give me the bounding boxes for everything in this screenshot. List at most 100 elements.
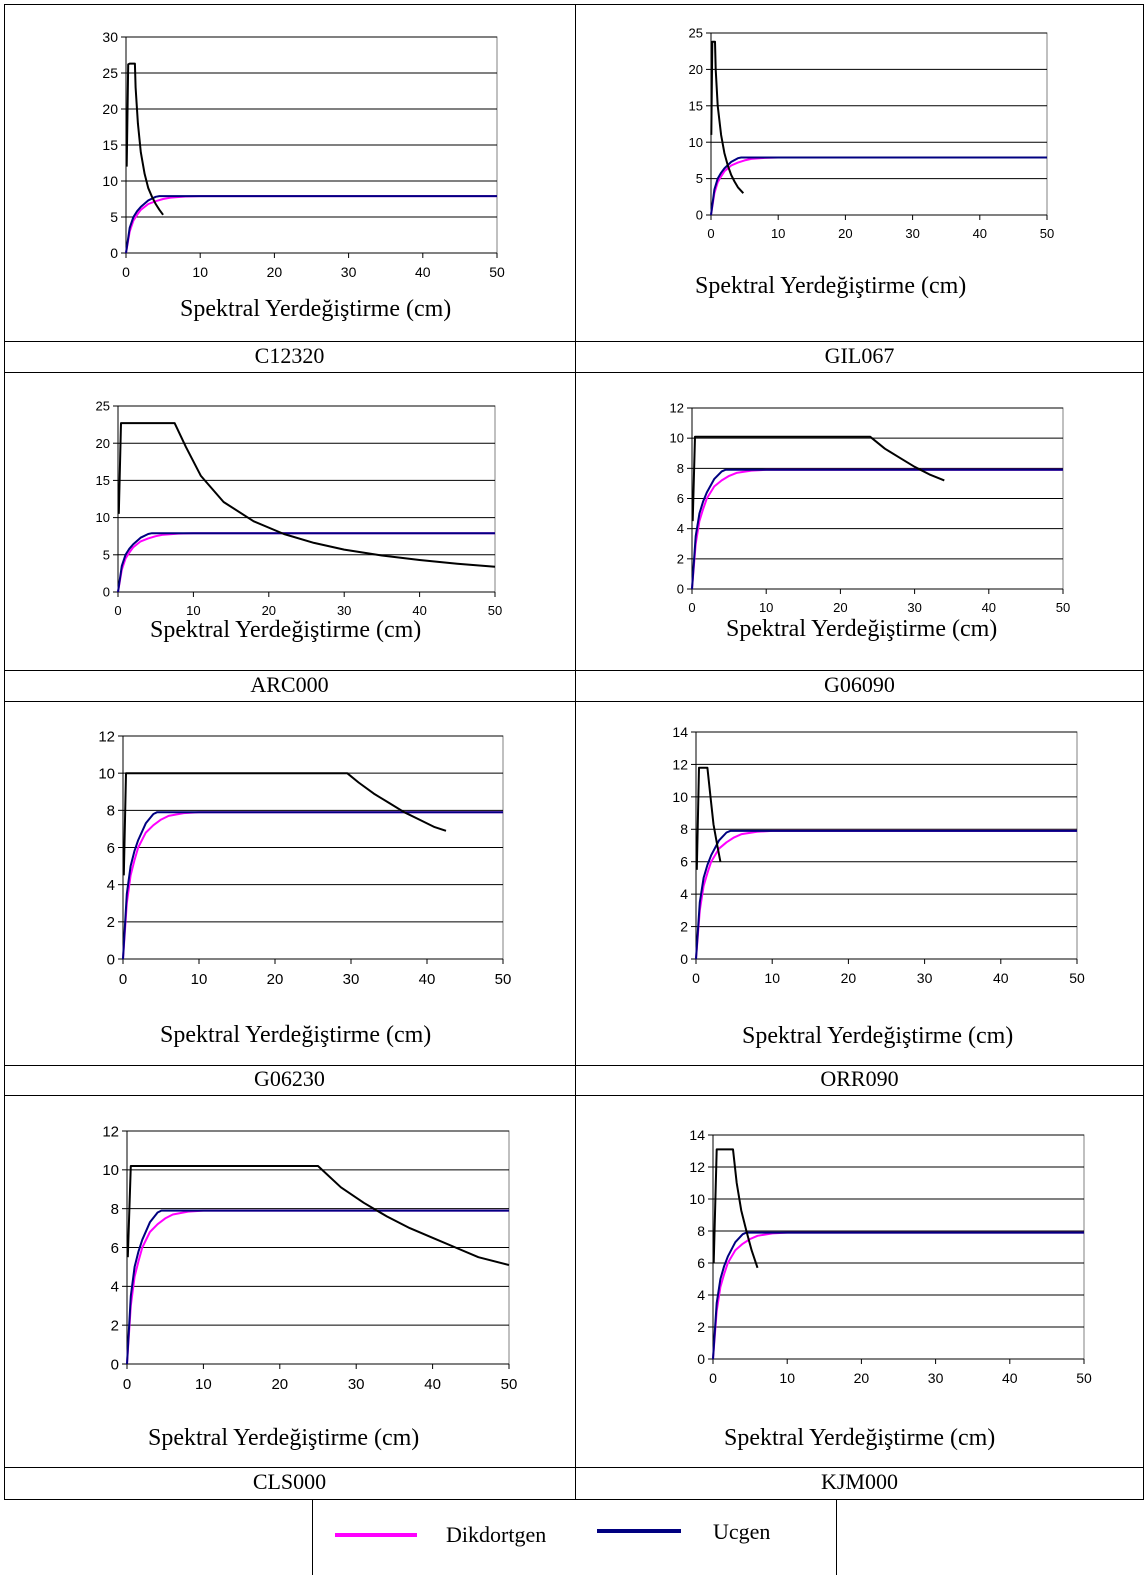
x-tick-label: 50 <box>1040 226 1054 241</box>
legend-swatch-dikdortgen <box>335 1533 417 1537</box>
series-line-ucgen <box>695 829 1077 960</box>
x-tick-label: 30 <box>337 603 351 618</box>
demand-curve-line <box>695 766 722 870</box>
x-axis-label: Spektral Yerdeğiştirme (cm) <box>724 1425 996 1451</box>
series-line-ucgen <box>122 811 503 960</box>
y-tick-label: 10 <box>102 173 118 189</box>
y-tick-label: 15 <box>96 473 110 488</box>
y-tick-label: 25 <box>689 26 703 41</box>
x-tick-label: 50 <box>1069 970 1085 986</box>
x-tick-label: 10 <box>192 264 208 280</box>
y-tick-label: 2 <box>677 551 684 566</box>
x-tick-label: 40 <box>424 1376 441 1393</box>
y-tick-label: 0 <box>696 208 703 223</box>
y-tick-label: 2 <box>111 1317 119 1334</box>
x-tick-label: 10 <box>779 1370 795 1386</box>
plot-area <box>712 1134 1085 1360</box>
y-tick-label: 4 <box>697 1287 705 1303</box>
y-tick-label: 2 <box>107 914 115 931</box>
x-tick-label: 20 <box>267 264 283 280</box>
x-tick-label: 50 <box>501 1376 518 1393</box>
y-tick-label: 12 <box>672 756 688 772</box>
row-divider <box>4 1065 1144 1066</box>
row-divider <box>4 670 1144 671</box>
y-tick-label: 6 <box>680 854 688 870</box>
y-tick-label: 0 <box>697 1351 705 1367</box>
x-tick-label: 40 <box>973 226 987 241</box>
y-tick-label: 0 <box>107 951 115 968</box>
series-line-ucgen <box>712 1231 1084 1360</box>
y-tick-label: 6 <box>697 1255 705 1271</box>
y-tick-label: 15 <box>689 98 703 113</box>
x-tick-label: 40 <box>419 971 436 988</box>
chart-svg: 0 2 4 6 8 10 12 0 10 20 30 40 50 <box>98 728 512 988</box>
y-tick-label: 20 <box>96 436 110 451</box>
y-tick-label: 20 <box>689 62 703 77</box>
y-tick-label: 8 <box>677 461 684 476</box>
y-tick-label: 4 <box>680 886 688 902</box>
x-tick-label: 50 <box>1056 600 1070 615</box>
x-tick-label: 20 <box>271 1376 288 1393</box>
y-tick-label: 10 <box>670 431 684 446</box>
y-tick-label: 8 <box>111 1201 119 1218</box>
x-tick-label: 20 <box>833 600 847 615</box>
table-border-middle <box>575 4 576 1500</box>
demand-curve-line <box>122 772 447 876</box>
series-line-dikdortgen <box>712 1231 1084 1360</box>
series-line-ucgen <box>125 195 497 254</box>
chart-caption: CLS000 <box>252 1469 327 1494</box>
x-axis-label: Spektral Yerdeğiştirme (cm) <box>726 616 998 642</box>
chart-svg: 0 2 4 6 8 10 12 0 10 20 30 40 50 <box>670 401 1071 615</box>
x-tick-label: 40 <box>982 600 996 615</box>
x-tick-label: 50 <box>495 971 512 988</box>
x-tick-label: 10 <box>191 971 208 988</box>
chart-caption: ORR090 <box>820 1066 899 1091</box>
legend-label-dikdortgen: Dikdortgen <box>446 1522 547 1547</box>
x-axis-label: Spektral Yerdeğiştirme (cm) <box>742 1023 1014 1049</box>
x-tick-label: 0 <box>707 226 714 241</box>
row-divider <box>4 701 1144 702</box>
chart-caption: G06230 <box>254 1066 325 1091</box>
y-tick-label: 15 <box>102 137 118 153</box>
demand-curve-line <box>125 62 164 216</box>
y-tick-label: 14 <box>689 1127 705 1143</box>
y-tick-label: 12 <box>689 1159 705 1175</box>
y-tick-label: 25 <box>96 399 110 414</box>
x-tick-label: 20 <box>838 226 852 241</box>
y-tick-label: 10 <box>689 135 703 150</box>
y-tick-label: 12 <box>98 728 115 745</box>
x-tick-label: 10 <box>195 1376 212 1393</box>
chart-svg: 0 2 4 6 8 10 12 14 0 10 20 30 40 50 <box>672 724 1085 986</box>
x-tick-label: 0 <box>709 1370 717 1386</box>
x-axis-label: Spektral Yerdeğiştirme (cm) <box>695 273 967 299</box>
y-tick-label: 0 <box>680 951 688 967</box>
row-divider <box>4 372 1144 373</box>
y-tick-label: 2 <box>697 1319 705 1335</box>
y-tick-label: 25 <box>102 65 118 81</box>
y-tick-label: 4 <box>111 1279 119 1296</box>
x-tick-label: 0 <box>114 603 121 618</box>
x-tick-label: 30 <box>905 226 919 241</box>
chart-caption: C12320 <box>254 343 325 368</box>
y-tick-label: 4 <box>107 877 115 894</box>
y-tick-label: 0 <box>110 245 118 261</box>
y-tick-label: 10 <box>672 789 688 805</box>
series-line-ucgen <box>691 468 1063 590</box>
x-axis-label: Spektral Yerdeğiştirme (cm) <box>180 296 452 322</box>
x-tick-label: 10 <box>759 600 773 615</box>
x-tick-label: 10 <box>764 970 780 986</box>
x-tick-label: 20 <box>854 1370 870 1386</box>
x-axis-label: Spektral Yerdeğiştirme (cm) <box>148 1425 420 1451</box>
y-tick-label: 10 <box>96 510 110 525</box>
x-tick-label: 0 <box>119 971 127 988</box>
x-tick-label: 0 <box>692 970 700 986</box>
demand-curve-line <box>117 422 496 568</box>
y-tick-label: 10 <box>98 765 115 782</box>
x-tick-label: 50 <box>1076 1370 1092 1386</box>
row-divider <box>4 1095 1144 1096</box>
demand-curve-line <box>691 435 945 522</box>
chart-svg: 0 5 10 15 20 25 0 10 20 30 40 50 <box>689 26 1055 241</box>
x-tick-label: 40 <box>415 264 431 280</box>
x-tick-label: 0 <box>122 264 130 280</box>
